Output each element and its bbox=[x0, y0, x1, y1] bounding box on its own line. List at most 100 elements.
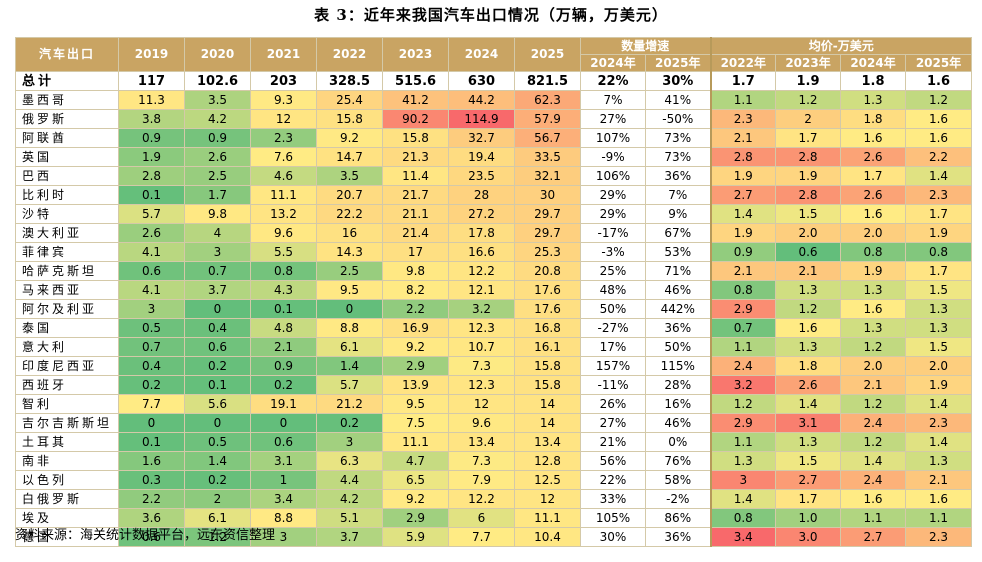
price-cell: 2.6 bbox=[840, 185, 907, 205]
price-cell: 2.0 bbox=[840, 356, 907, 376]
price-cell: 1.2 bbox=[905, 90, 973, 110]
volume-cell: 0 bbox=[184, 413, 251, 433]
table-row: 智利 7.7 5.6 19.1 21.2 9.5 12 14 26% 16% 1.2 1.4 1.2 1.… bbox=[15, 394, 973, 414]
year-header: 2023 bbox=[382, 37, 449, 72]
volume-cell: 7.3 bbox=[448, 451, 515, 471]
volume-cell: 2.2 bbox=[382, 299, 449, 319]
volume-cell: 6.5 bbox=[382, 470, 449, 490]
growth-year-header: 2024年 bbox=[580, 54, 646, 72]
volume-cell: 4.1 bbox=[118, 242, 185, 262]
price-cell: 2.9 bbox=[709, 299, 777, 319]
total-price: 1.9 bbox=[775, 71, 842, 91]
price-cell: 1.4 bbox=[905, 394, 973, 414]
volume-cell: 19.4 bbox=[448, 147, 515, 167]
price-cell: 1.3 bbox=[775, 337, 842, 357]
price-cell: 1.7 bbox=[840, 166, 907, 186]
year-header: 2019 bbox=[118, 37, 185, 72]
growth-cell: 53% bbox=[644, 242, 712, 262]
volume-cell: 0.3 bbox=[118, 470, 185, 490]
country-name: 澳大利亚 bbox=[15, 223, 119, 243]
volume-cell: 32.1 bbox=[514, 166, 581, 186]
volume-cell: 9.8 bbox=[382, 261, 449, 281]
volume-cell: 1.6 bbox=[118, 451, 185, 471]
volume-cell: 12 bbox=[250, 109, 317, 129]
price-cell: 0.8 bbox=[905, 242, 973, 262]
growth-cell: 27% bbox=[580, 109, 646, 129]
price-cell: 1.3 bbox=[709, 451, 777, 471]
volume-cell: 11.4 bbox=[382, 166, 449, 186]
growth-cell: 29% bbox=[580, 204, 646, 224]
price-cell: 0.9 bbox=[709, 242, 777, 262]
volume-cell: 2.1 bbox=[250, 337, 317, 357]
country-name: 以色列 bbox=[15, 470, 119, 490]
price-cell: 3.2 bbox=[709, 375, 777, 395]
table-row: 吉尔吉斯斯坦 0 0 0 0.2 7.5 9.6 14 27% 46% 2.9 3.1 2.4 2.3 bbox=[15, 413, 973, 433]
export-table: 汽车出口 2019 2020 2021 2022 2023 2024 2025 … bbox=[15, 37, 973, 547]
country-name: 沙特 bbox=[15, 204, 119, 224]
volume-cell: 21.7 bbox=[382, 185, 449, 205]
growth-cell: 41% bbox=[644, 90, 712, 110]
table-row: 德国 0.6 1.2 3 3.7 5.9 7.7 10.4 30% 36% 3.4 3.0 2.7 2.3 bbox=[15, 527, 973, 547]
volume-cell: 0.2 bbox=[184, 470, 251, 490]
volume-cell: 17.6 bbox=[514, 280, 581, 300]
price-cell: 2.7 bbox=[840, 527, 907, 547]
volume-cell: 16 bbox=[316, 223, 383, 243]
volume-cell: 17.8 bbox=[448, 223, 515, 243]
volume-cell: 5.7 bbox=[118, 204, 185, 224]
volume-cell: 3.4 bbox=[250, 489, 317, 509]
total-value: 821.5 bbox=[514, 71, 581, 91]
price-cell: 1.3 bbox=[840, 280, 907, 300]
volume-cell: 1 bbox=[250, 470, 317, 490]
volume-cell: 0.1 bbox=[184, 375, 251, 395]
country-name: 德国 bbox=[15, 527, 119, 547]
growth-cell: 105% bbox=[580, 508, 646, 528]
price-cell: 1.2 bbox=[840, 432, 907, 452]
volume-cell: 1.2 bbox=[184, 527, 251, 547]
price-year-header: 2025年 bbox=[905, 54, 973, 72]
volume-cell: 14.7 bbox=[316, 147, 383, 167]
price-cell: 1.1 bbox=[905, 508, 973, 528]
volume-cell: 20.7 bbox=[316, 185, 383, 205]
volume-cell: 15.8 bbox=[514, 356, 581, 376]
volume-cell: 0.8 bbox=[250, 261, 317, 281]
volume-cell: 4.4 bbox=[316, 470, 383, 490]
price-cell: 1.2 bbox=[775, 90, 842, 110]
growth-cell: 22% bbox=[580, 470, 646, 490]
volume-cell: 3.2 bbox=[448, 299, 515, 319]
price-cell: 1.3 bbox=[840, 318, 907, 338]
price-cell: 1.3 bbox=[840, 90, 907, 110]
volume-cell: 15.8 bbox=[514, 375, 581, 395]
growth-cell: 106% bbox=[580, 166, 646, 186]
volume-cell: 5.6 bbox=[184, 394, 251, 414]
price-cell: 2.1 bbox=[709, 128, 777, 148]
volume-cell: 8.8 bbox=[316, 318, 383, 338]
price-cell: 1.6 bbox=[905, 128, 973, 148]
volume-cell: 2.9 bbox=[382, 508, 449, 528]
volume-cell: 1.9 bbox=[118, 147, 185, 167]
volume-cell: 0 bbox=[250, 413, 317, 433]
volume-cell: 9.6 bbox=[448, 413, 515, 433]
volume-cell: 0.9 bbox=[184, 128, 251, 148]
year-header: 2022 bbox=[316, 37, 383, 72]
growth-cell: 27% bbox=[580, 413, 646, 433]
volume-cell: 2.6 bbox=[118, 223, 185, 243]
price-cell: 2.2 bbox=[905, 147, 973, 167]
total-value: 630 bbox=[448, 71, 515, 91]
volume-cell: 4.2 bbox=[184, 109, 251, 129]
table-row: 阿联酋 0.9 0.9 2.3 9.2 15.8 32.7 56.7 107% 73% 2.1 1.7… bbox=[15, 128, 973, 148]
total-price: 1.7 bbox=[709, 71, 777, 91]
table-title: 表 3：近年来我国汽车出口情况（万辆，万美元） bbox=[314, 6, 668, 24]
total-value: 117 bbox=[118, 71, 185, 91]
price-cell: 2.8 bbox=[709, 147, 777, 167]
price-cell: 1.4 bbox=[840, 451, 907, 471]
volume-cell: 7.7 bbox=[448, 527, 515, 547]
volume-cell: 11.1 bbox=[382, 432, 449, 452]
price-cell: 1.4 bbox=[905, 166, 973, 186]
volume-cell: 16.1 bbox=[514, 337, 581, 357]
volume-cell: 0 bbox=[118, 413, 185, 433]
volume-cell: 2.6 bbox=[184, 147, 251, 167]
country-name: 俄罗斯 bbox=[15, 109, 119, 129]
total-value: 102.6 bbox=[184, 71, 251, 91]
price-cell: 1.9 bbox=[709, 166, 777, 186]
price-cell: 1.9 bbox=[905, 223, 973, 243]
